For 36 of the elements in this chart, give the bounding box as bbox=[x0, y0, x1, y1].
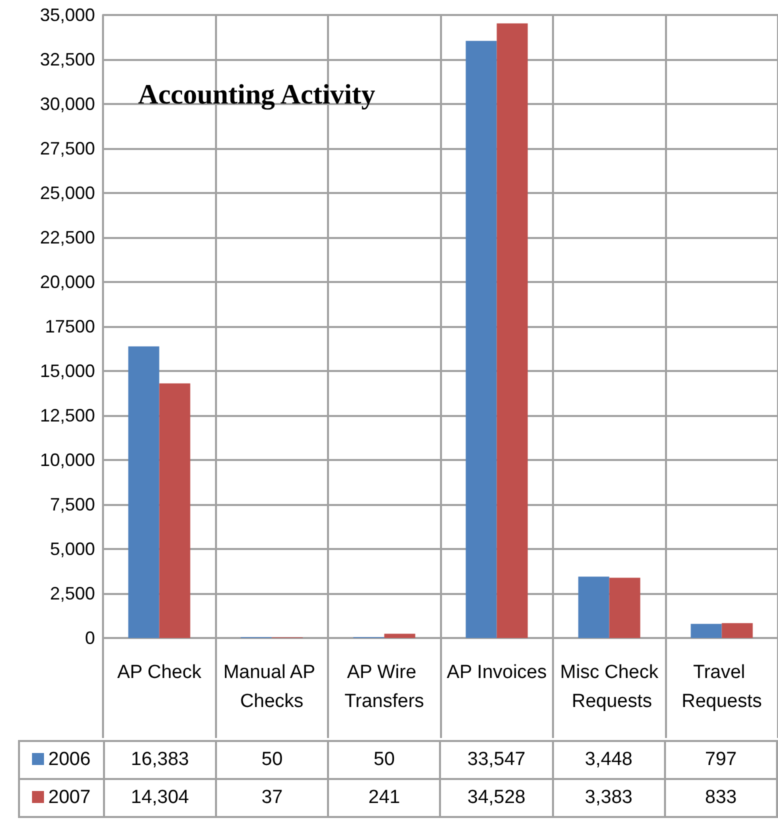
data-label: 50 bbox=[216, 741, 328, 779]
y-tick-label: 10,000 bbox=[40, 450, 95, 470]
data-label: 34,528 bbox=[440, 779, 553, 817]
y-tick-label: 32,500 bbox=[40, 50, 95, 70]
data-label: 797 bbox=[664, 741, 777, 779]
data-label: 3,448 bbox=[552, 741, 665, 779]
legend-label: 2007 bbox=[19, 779, 104, 817]
data-label: 14,304 bbox=[104, 779, 216, 817]
data-label: 50 bbox=[328, 741, 440, 779]
x-tick-label: Travel Requests bbox=[682, 662, 762, 712]
x-tick-label: AP Check bbox=[117, 662, 202, 683]
data-label: 37 bbox=[216, 779, 328, 817]
data-label: 241 bbox=[328, 779, 440, 817]
x-tick-label: AP Invoices bbox=[446, 662, 547, 683]
y-tick-label: 17500 bbox=[44, 316, 95, 336]
y-tick-label: 15,000 bbox=[40, 361, 95, 381]
x-tick-label: AP Wire Transfers bbox=[344, 662, 424, 712]
y-tick-label: 25,000 bbox=[40, 183, 95, 203]
y-tick-label: 22,500 bbox=[40, 228, 95, 248]
legend-label: 2006 bbox=[19, 741, 104, 779]
y-tick-label: 20,000 bbox=[40, 272, 95, 292]
data-label: 3,383 bbox=[552, 779, 665, 817]
y-tick-label: 5,000 bbox=[50, 539, 95, 559]
x-tick-label: Manual AP Checks bbox=[223, 662, 320, 712]
y-tick-label: 30,000 bbox=[40, 94, 95, 114]
y-tick-label: 7,500 bbox=[50, 494, 95, 514]
y-tick-label: 35,000 bbox=[40, 5, 95, 25]
y-tick-label: 0 bbox=[84, 628, 95, 648]
x-tick-label: Misc Check Requests bbox=[560, 662, 659, 712]
text: Accounting Activity bbox=[138, 80, 376, 110]
data-label: 833 bbox=[664, 779, 777, 817]
data-label: 33,547 bbox=[440, 741, 553, 779]
y-tick-label: 2,500 bbox=[50, 584, 95, 604]
y-tick-label: 27,500 bbox=[40, 138, 95, 158]
data-label: 16,383 bbox=[104, 741, 216, 779]
y-tick-label: 12,500 bbox=[40, 406, 95, 426]
